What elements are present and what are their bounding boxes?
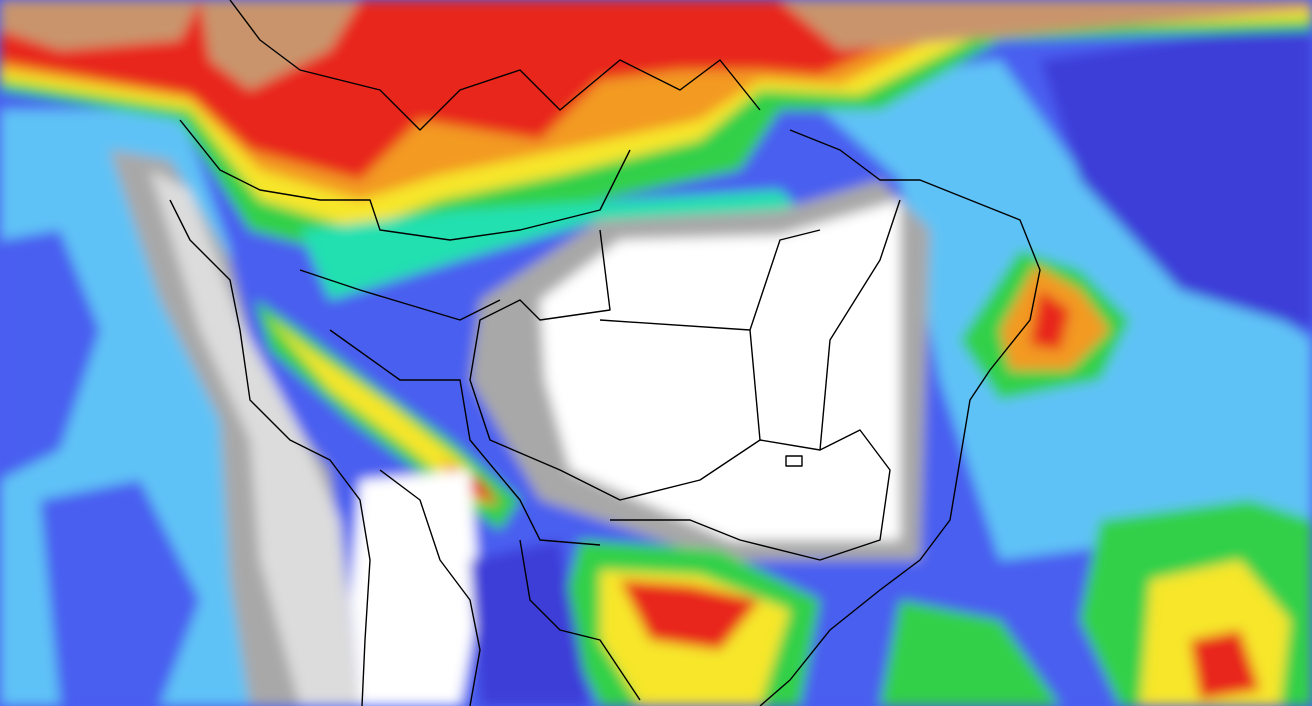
atlantic-dark-blue — [1040, 20, 1312, 330]
coastal-light-gray — [150, 170, 360, 706]
interior-white — [540, 200, 900, 540]
state-border — [599, 199, 901, 561]
brown-patch — [200, 0, 360, 90]
pacific-blue-patch — [40, 480, 200, 706]
coastline-pacific — [169, 199, 371, 706]
south-red — [620, 580, 760, 650]
country-border — [379, 469, 641, 706]
andes-yellow — [265, 315, 500, 505]
country-border — [179, 119, 631, 241]
country-border — [229, 0, 761, 131]
brown-patch — [780, 0, 1312, 50]
coastline-atlantic — [759, 129, 1041, 706]
brown-patch — [0, 0, 200, 50]
state-border — [469, 229, 821, 501]
district-border — [785, 455, 803, 467]
coast-green — [880, 600, 1060, 706]
argentina-white — [350, 470, 480, 706]
pacific-blue-patch — [0, 230, 100, 480]
ne-red — [1030, 290, 1070, 350]
country-border — [299, 269, 601, 546]
se-red — [1190, 630, 1260, 700]
south-dark-blue — [470, 540, 590, 706]
borders — [169, 0, 1041, 706]
